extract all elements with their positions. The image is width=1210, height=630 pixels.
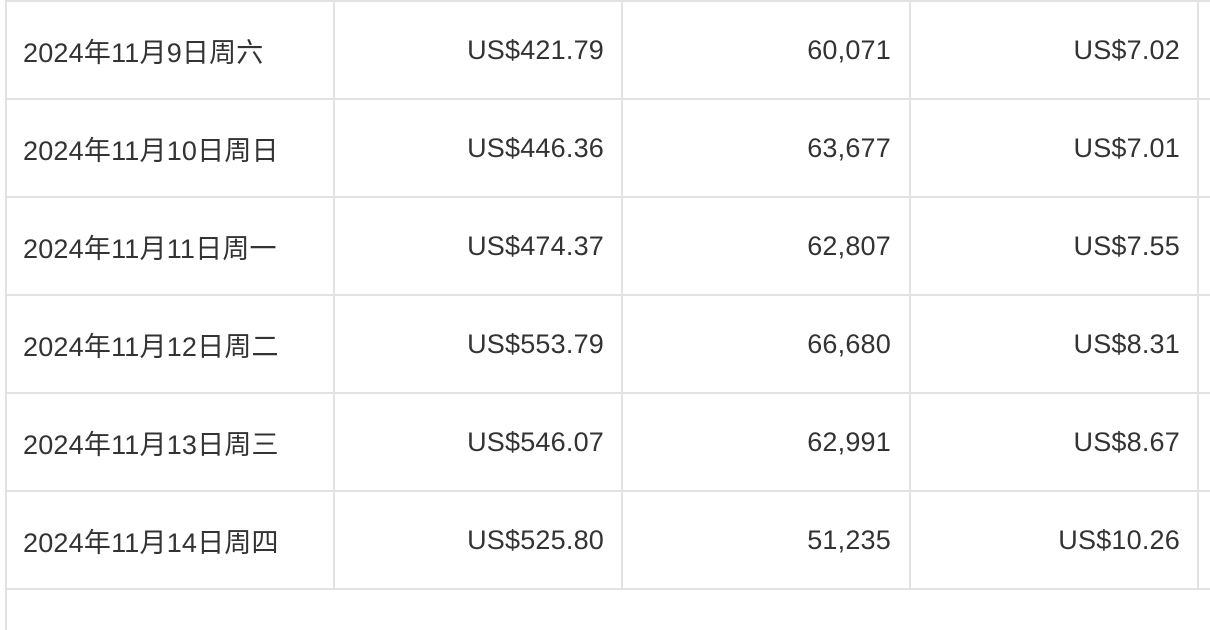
views-cell: 62,991 [621,394,909,490]
views-cell: 60,071 [621,2,909,98]
date-cell: 2024年11月12日周二 [5,296,333,392]
date-cell: 2024年11月9日周六 [5,2,333,98]
table-row[interactable]: 2024年11月13日周三 US$546.07 62,991 US$8.67 [5,394,1210,492]
revenue-cell: US$525.80 [333,492,621,588]
rpm-cell: US$7.55 [909,198,1197,294]
views-cell: 66,680 [621,296,909,392]
views-cell: 63,677 [621,100,909,196]
rpm-cell: US$7.02 [909,2,1197,98]
table-row[interactable]: 2024年11月14日周四 US$525.80 51,235 US$10.26 [5,492,1210,590]
date-cell: 2024年11月14日周四 [5,492,333,588]
rpm-cell: US$8.67 [909,394,1197,490]
table-row[interactable]: 2024年11月12日周二 US$553.79 66,680 US$8.31 [5,296,1210,394]
truncated-column-cell [1197,492,1210,588]
table-row[interactable]: 2024年11月11日周一 US$474.37 62,807 US$7.55 [5,198,1210,296]
rpm-cell: US$10.26 [909,492,1197,588]
earnings-table: 2024年11月9日周六 US$421.79 60,071 US$7.02 20… [5,0,1210,630]
table-footer-row [5,590,1210,630]
date-cell: 2024年11月11日周一 [5,198,333,294]
table-row[interactable]: 2024年11月10日周日 US$446.36 63,677 US$7.01 [5,100,1210,198]
date-cell: 2024年11月13日周三 [5,394,333,490]
views-cell: 51,235 [621,492,909,588]
truncated-column-cell [1197,2,1210,98]
revenue-cell: US$474.37 [333,198,621,294]
footer-cell [5,590,333,630]
table-row[interactable]: 2024年11月9日周六 US$421.79 60,071 US$7.02 [5,2,1210,100]
truncated-column-cell [1197,296,1210,392]
rpm-cell: US$7.01 [909,100,1197,196]
views-cell: 62,807 [621,198,909,294]
date-cell: 2024年11月10日周日 [5,100,333,196]
revenue-cell: US$546.07 [333,394,621,490]
revenue-cell: US$553.79 [333,296,621,392]
footer-cell [333,590,1210,630]
revenue-cell: US$446.36 [333,100,621,196]
truncated-column-cell [1197,100,1210,196]
truncated-column-cell [1197,394,1210,490]
revenue-cell: US$421.79 [333,2,621,98]
rpm-cell: US$8.31 [909,296,1197,392]
truncated-column-cell [1197,198,1210,294]
